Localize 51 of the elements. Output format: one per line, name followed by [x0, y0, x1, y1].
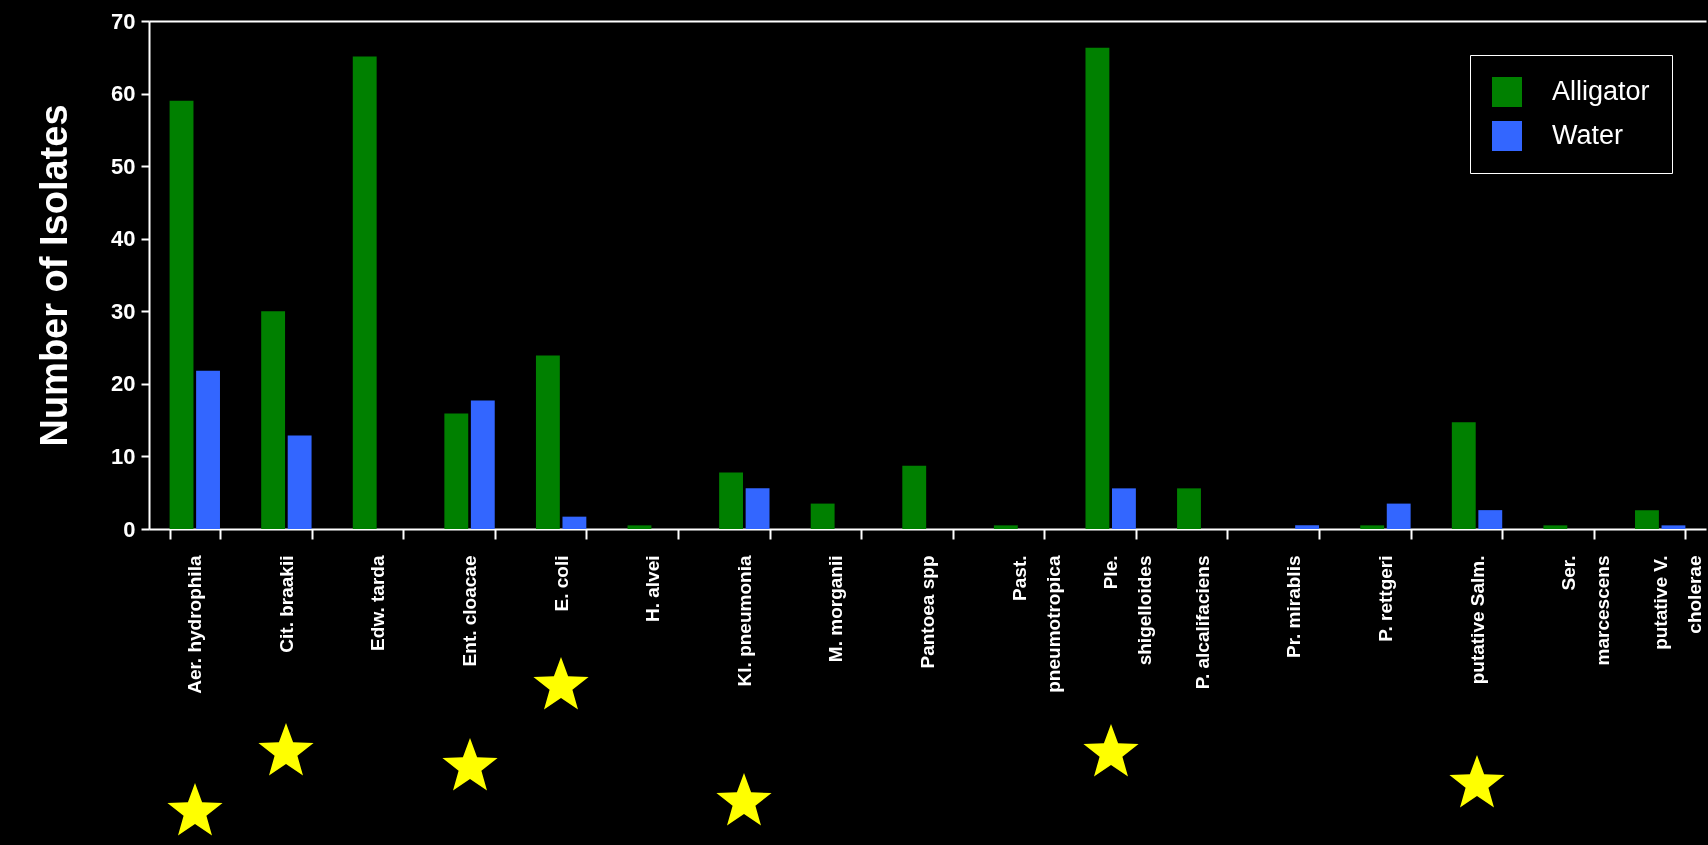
bar — [444, 413, 469, 529]
y-tick-label: 0 — [123, 516, 136, 542]
bar — [1386, 503, 1411, 529]
bar — [1177, 488, 1201, 529]
bar — [169, 100, 194, 529]
x-tick-label: putative Salm. — [1466, 555, 1488, 685]
bar — [1451, 422, 1476, 529]
bar — [535, 355, 560, 529]
x-tick-label: P. alcalifaciens — [1191, 555, 1213, 690]
bar — [287, 435, 312, 529]
x-tick-label: H. alvei — [642, 555, 664, 623]
x-tick-label: E. coli — [550, 555, 572, 612]
x-tick-label: Pr. mirablis — [1283, 555, 1305, 658]
x-tick-label: M. morganii — [825, 555, 847, 663]
x-tick-label: Ent. cloacae — [459, 555, 481, 667]
bar — [196, 370, 220, 529]
bar — [993, 525, 1018, 529]
y-tick-label: 20 — [111, 371, 136, 397]
bar — [562, 516, 587, 529]
y-axis-title: Number of Isolates — [33, 104, 76, 447]
bar — [352, 56, 377, 529]
bar — [1478, 510, 1503, 529]
bar — [1661, 525, 1686, 529]
y-tick-label: 40 — [111, 226, 136, 252]
x-tick-label: P. rettgeri — [1374, 555, 1396, 642]
bar — [1112, 488, 1136, 529]
bar — [719, 472, 743, 529]
bar — [1543, 525, 1568, 529]
x-tick-label: Edw. tarda — [367, 555, 389, 651]
y-tick-label: 30 — [111, 298, 136, 324]
bar — [1085, 47, 1110, 529]
bar — [1295, 525, 1320, 529]
bar — [810, 503, 835, 529]
x-tick-label: Aer. hydrophila — [184, 555, 206, 694]
bar — [902, 465, 927, 529]
legend-label: Water — [1552, 120, 1624, 150]
bar — [1635, 510, 1659, 529]
bar — [261, 311, 286, 529]
x-tick-label: Kl. pneumonia — [733, 555, 755, 687]
bar — [627, 525, 652, 529]
x-tick-label: Past. pneumotropica — [1008, 555, 1064, 693]
x-tick-label: Cit. braakii — [275, 555, 297, 653]
y-tick-label: 50 — [111, 153, 136, 179]
x-tick-label: Pantoea spp — [917, 555, 938, 669]
y-tick-label: 10 — [111, 443, 136, 469]
bar — [470, 400, 495, 529]
y-tick-label: 60 — [111, 81, 136, 107]
legend-label: Alligator — [1552, 76, 1650, 106]
bar — [745, 488, 770, 529]
y-tick-label: 70 — [111, 8, 136, 34]
bar — [1360, 525, 1385, 529]
